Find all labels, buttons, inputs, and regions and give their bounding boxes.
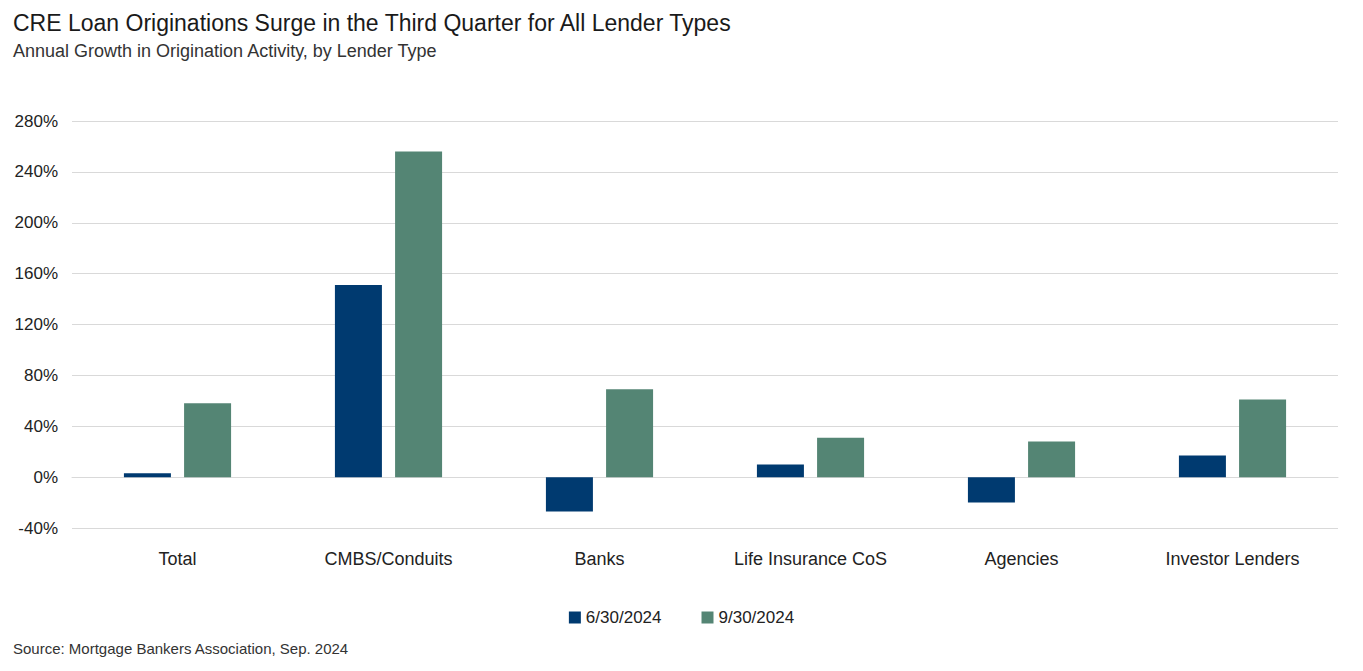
svg-text:Total: Total — [158, 549, 196, 569]
svg-text:Source: Mortgage Bankers Assoc: Source: Mortgage Bankers Association, Se… — [13, 640, 348, 657]
svg-text:0%: 0% — [33, 468, 58, 487]
svg-text:280%: 280% — [15, 112, 58, 131]
svg-text:Life Insurance CoS: Life Insurance CoS — [734, 549, 887, 569]
svg-text:Banks: Banks — [574, 549, 624, 569]
svg-text:40%: 40% — [24, 417, 58, 436]
svg-text:Agencies: Agencies — [984, 549, 1058, 569]
svg-text:-40%: -40% — [18, 519, 58, 538]
svg-text:CRE Loan Originations Surge in: CRE Loan Originations Surge in the Third… — [13, 10, 731, 36]
svg-text:Investor Lenders: Investor Lenders — [1165, 549, 1299, 569]
svg-text:CMBS/Conduits: CMBS/Conduits — [324, 549, 452, 569]
svg-text:160%: 160% — [15, 264, 58, 283]
svg-text:Annual Growth in Origination A: Annual Growth in Origination Activity, b… — [13, 41, 437, 61]
svg-text:9/30/2024: 9/30/2024 — [719, 608, 795, 627]
svg-text:80%: 80% — [24, 366, 58, 385]
svg-text:240%: 240% — [15, 162, 58, 181]
svg-text:120%: 120% — [15, 315, 58, 334]
svg-text:6/30/2024: 6/30/2024 — [586, 608, 662, 627]
svg-text:200%: 200% — [15, 213, 58, 232]
